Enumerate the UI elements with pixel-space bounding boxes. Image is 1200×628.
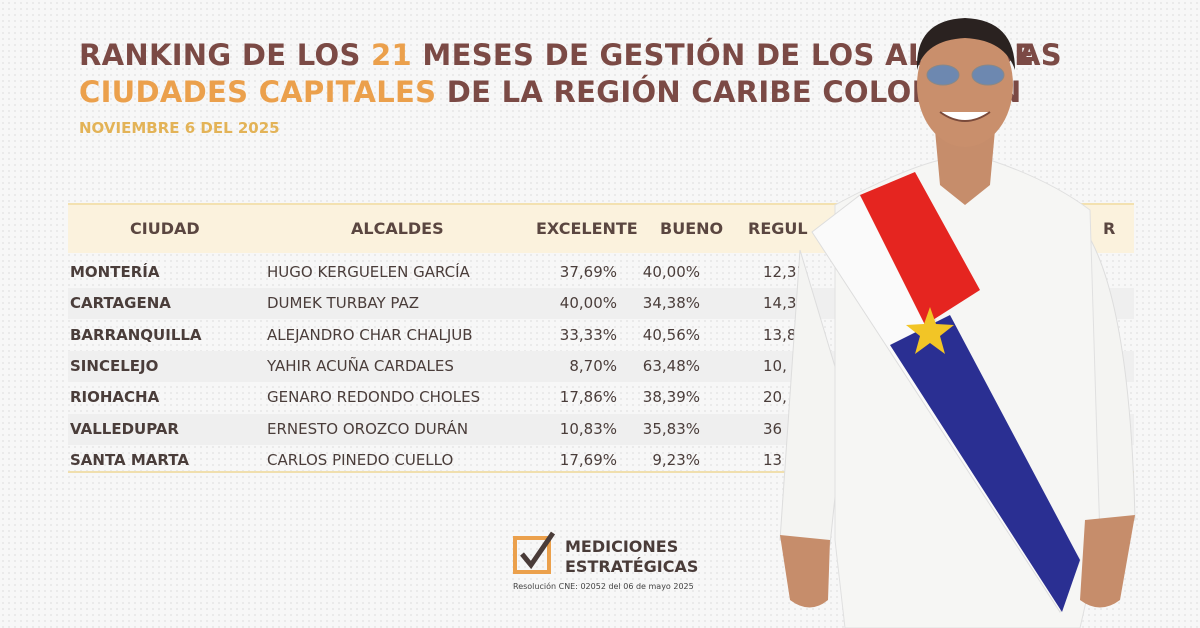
- column-header: ALCALDES: [351, 219, 444, 238]
- cell-excelente: 17,69%: [559, 450, 617, 469]
- cell-city: CARTAGENA: [70, 294, 171, 313]
- cell-regular: 13,8: [763, 325, 797, 344]
- cell-mayor: YAHIR ACUÑA CARDALES: [267, 356, 454, 375]
- table-rule: [68, 471, 1134, 473]
- column-header: BUENO: [660, 219, 724, 238]
- cell-regular: 13: [763, 450, 783, 469]
- column-header: EXCELENTE: [536, 219, 638, 238]
- cell-regular: 12,31: [763, 263, 806, 281]
- cell-bueno: 34,38%: [642, 294, 700, 313]
- cell-city: VALLEDUPAR: [70, 419, 179, 438]
- cell-regular: 10,: [763, 356, 787, 375]
- title-highlight: 21: [371, 38, 413, 72]
- cell-excelente: 17,86%: [559, 388, 617, 407]
- title-text: RANKING DE LOS: [79, 38, 361, 72]
- cell-city: SANTA MARTA: [70, 450, 189, 469]
- date: NOVIEMBRE 6 DEL 2025: [79, 119, 280, 137]
- cell-regular: 36: [763, 419, 783, 438]
- cell-city: RIOHACHA: [70, 388, 160, 407]
- title-highlight: CIUDADES CAPITALES: [79, 75, 437, 109]
- cell-city: SINCELEJO: [70, 356, 159, 375]
- cell-regular: 14,38: [763, 294, 806, 313]
- cell-excelente: 33,33%: [559, 325, 617, 344]
- logo-text: ESTRATÉGICAS: [565, 557, 699, 576]
- cell-mayor: DUMEK TURBAY PAZ: [267, 294, 420, 313]
- cell-mayor: CARLOS PINEDO CUELLO: [267, 450, 454, 469]
- cell-bueno: 38,39%: [642, 388, 700, 407]
- cell-excelente: 37,69%: [559, 263, 617, 281]
- cell-excelente: 8,70%: [569, 356, 617, 375]
- cell-mayor: ALEJANDRO CHAR CHALJUB: [267, 325, 473, 344]
- cell-bueno: 40,56%: [642, 325, 700, 344]
- cell-bueno: 35,83%: [642, 419, 700, 438]
- cell-mayor: HUGO KERGUELEN GARCÍA: [267, 263, 470, 281]
- column-header: CIUDAD: [130, 219, 200, 238]
- cell-mayor: GENARO REDONDO CHOLES: [267, 388, 481, 407]
- cell-regular: 20,: [763, 388, 787, 407]
- title-fragment: AS: [1018, 38, 1062, 72]
- logo-resolution: Resolución CNE: 02052 del 06 de mayo 202…: [513, 582, 694, 591]
- cell-bueno: 63,48%: [642, 356, 700, 375]
- cell-city: BARRANQUILLA: [70, 325, 202, 344]
- column-header: REGUL: [748, 219, 808, 238]
- cell-city: MONTERÍA: [70, 263, 160, 281]
- cell-bueno: 40,00%: [642, 263, 700, 281]
- cell-excelente: 10,83%: [559, 419, 617, 438]
- cell-mayor: ERNESTO OROZCO DURÁN: [267, 419, 469, 438]
- logo-icon: [513, 531, 556, 574]
- cell-bueno: 9,23%: [652, 450, 700, 469]
- logo-text: MEDICIONES: [565, 537, 679, 556]
- column-header-fragment: R: [1103, 219, 1116, 238]
- cell-excelente: 40,00%: [559, 294, 617, 313]
